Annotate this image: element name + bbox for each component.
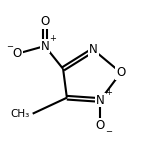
Text: −: − <box>105 127 112 136</box>
Text: +: + <box>105 88 112 97</box>
Text: N: N <box>40 40 49 52</box>
Text: O: O <box>96 119 105 132</box>
Text: CH₃: CH₃ <box>10 109 30 119</box>
Text: N: N <box>96 93 105 106</box>
Text: O: O <box>40 15 49 28</box>
Text: O: O <box>13 47 22 60</box>
Text: O: O <box>116 66 125 79</box>
Text: −: − <box>6 42 13 51</box>
Text: +: + <box>49 34 56 43</box>
Text: N: N <box>89 43 98 56</box>
